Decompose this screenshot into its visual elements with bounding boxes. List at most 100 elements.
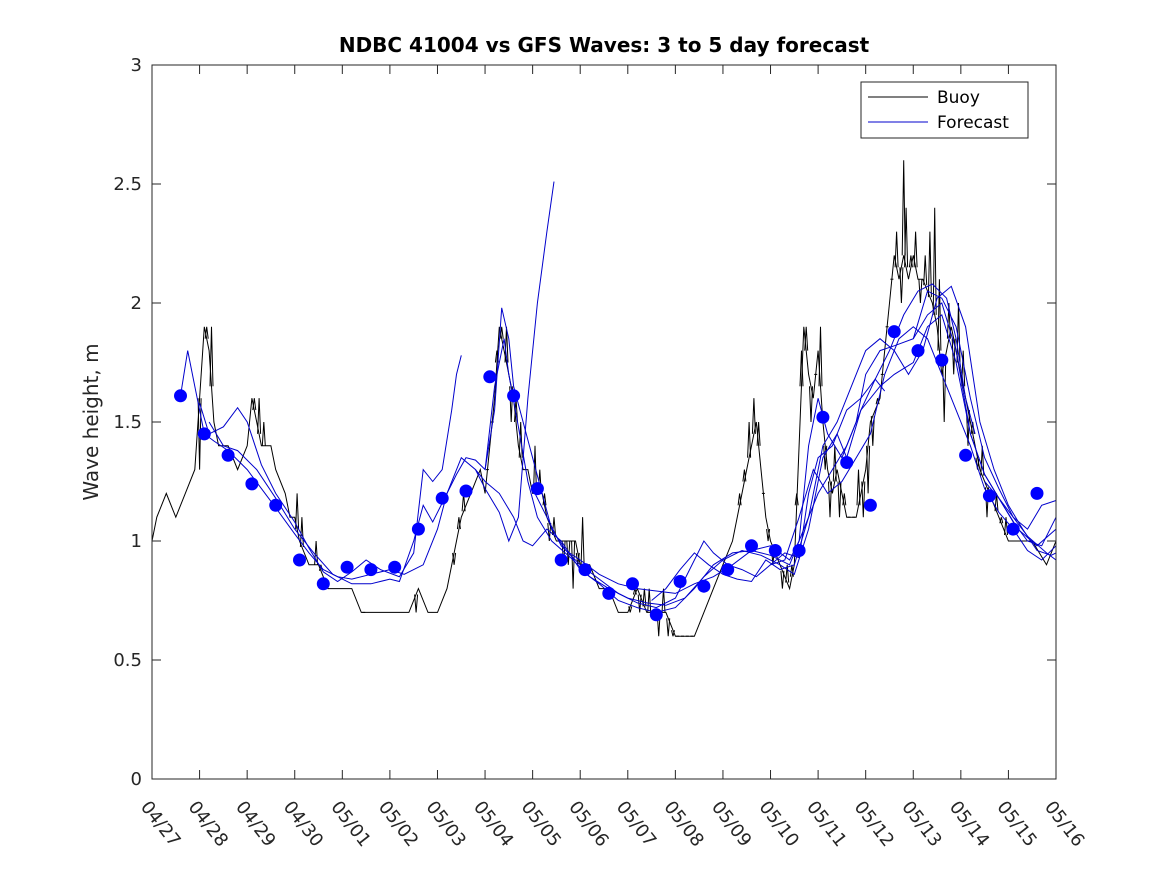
forecast-markers [174, 325, 1044, 622]
x-tick-label: 04/28 [184, 797, 232, 851]
buoy-spike [870, 415, 875, 446]
forecast-marker [340, 560, 354, 574]
forecast-marker [245, 477, 259, 491]
forecast-marker [792, 544, 806, 557]
buoy-spike [499, 326, 504, 339]
forecast-marker [721, 563, 735, 577]
forecast-marker [316, 577, 330, 591]
buoy-spike [647, 588, 652, 613]
buoy-spike [804, 326, 809, 351]
x-tick-label: 05/07 [612, 797, 660, 851]
legend: Buoy Forecast [860, 81, 1029, 139]
buoy-spike [923, 255, 928, 286]
x-tick-label: 05/05 [517, 797, 565, 851]
buoy-spike [204, 326, 209, 339]
buoy-spike [918, 279, 923, 304]
x-tick-label: 05/02 [374, 797, 422, 851]
forecast-marker [816, 410, 830, 424]
x-tick-label: 05/12 [850, 797, 898, 851]
y-tick-label: 0.5 [113, 650, 142, 671]
buoy-spike [908, 255, 913, 268]
forecast-marker [626, 577, 639, 591]
buoy-spike [666, 618, 671, 637]
forecast-marker [459, 484, 473, 498]
y-tick-label: 0 [131, 769, 142, 790]
forecast-marker [649, 608, 663, 622]
buoy-spike [542, 493, 547, 506]
buoy-spike [747, 421, 752, 458]
buoy-spike [456, 517, 461, 530]
forecast-marker [197, 427, 211, 441]
x-tick-label: 04/29 [231, 797, 279, 851]
y-axis-ticks: 0 0.5 1 1.5 2 2.5 3 [113, 55, 1056, 790]
x-tick-label: 05/03 [422, 797, 470, 851]
forecast-marker [530, 482, 544, 496]
x-tick-label: 05/13 [897, 797, 945, 851]
buoy-spike [901, 160, 906, 256]
forecast-marker [174, 389, 187, 403]
forecast-marker [483, 370, 497, 384]
buoy-spike [766, 529, 771, 542]
buoy-spike [875, 398, 880, 405]
buoy-spike [828, 481, 832, 518]
forecast-marker [388, 560, 402, 574]
buoy-spike [566, 540, 571, 565]
forecast-marker [673, 575, 687, 588]
buoy-spike [866, 445, 871, 494]
x-tick-label: 05/08 [659, 797, 707, 851]
forecast-marker [578, 563, 592, 577]
buoy-spike [580, 517, 585, 565]
forecast-marker [840, 456, 854, 469]
buoy-spike [742, 469, 747, 482]
x-tick-label: 04/27 [136, 797, 184, 851]
forecast-run-line [912, 302, 1057, 547]
buoy-spike [794, 493, 799, 506]
buoy-spike [642, 588, 647, 607]
buoy-spike [913, 231, 918, 268]
buoy-spike [547, 523, 552, 542]
buoy-spike [414, 594, 419, 613]
forecast-marker [697, 579, 711, 593]
legend-forecast-label: Forecast [937, 113, 1009, 133]
forecast-marker [959, 448, 973, 462]
buoy-series [151, 160, 1057, 637]
buoy-spike [261, 421, 266, 446]
buoy-spike [818, 326, 823, 387]
buoy-spike [197, 398, 202, 470]
forecast-run-line [199, 355, 462, 583]
forecast-run-line [651, 285, 1057, 601]
forecast-marker [364, 563, 378, 577]
x-tick-label: 05/01 [326, 797, 374, 851]
forecast-marker [435, 491, 449, 505]
forecast-marker [768, 544, 782, 557]
buoy-spike [799, 350, 804, 387]
buoy-spike [751, 398, 756, 434]
y-tick-label: 2.5 [113, 174, 142, 195]
forecast-marker [982, 489, 996, 503]
buoy-spike [894, 231, 899, 268]
forecast-marker [863, 498, 877, 512]
buoy-spike [756, 421, 761, 446]
forecast-series [180, 181, 1057, 613]
buoy-spike [809, 386, 813, 423]
buoy-spike [628, 606, 633, 613]
chart-title: NDBC 41004 vs GFS Waves: 3 to 5 day fore… [339, 33, 870, 57]
forecast-marker [887, 325, 901, 339]
buoy-spike [785, 564, 790, 583]
y-axis-label: Wave height, m [79, 343, 103, 500]
legend-box [860, 81, 1029, 139]
buoy-spike [295, 493, 300, 530]
buoy-spike [904, 207, 909, 268]
buoy-spike [789, 564, 794, 577]
x-tick-label: 05/14 [945, 797, 993, 851]
buoy-spike [899, 267, 904, 304]
y-tick-label: 1 [131, 531, 142, 552]
buoy-spike [837, 481, 842, 518]
x-tick-label: 05/04 [469, 797, 517, 851]
forecast-run-line [532, 283, 976, 609]
buoy-spike [533, 445, 537, 494]
x-tick-label: 04/30 [279, 797, 327, 851]
forecast-marker [554, 553, 568, 567]
forecast-run-line [475, 314, 1057, 613]
x-tick-label: 05/16 [1040, 797, 1088, 851]
